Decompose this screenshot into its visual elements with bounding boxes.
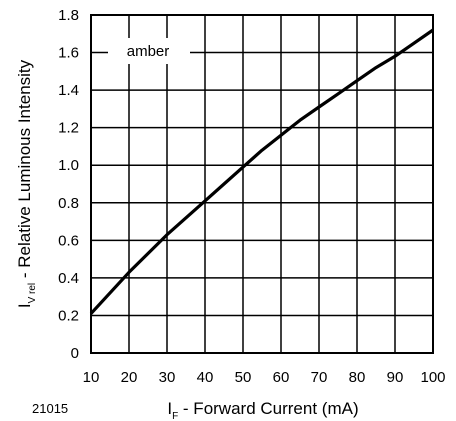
x-axis-label-text: - Forward Current (mA) bbox=[178, 399, 358, 418]
x-axis-label-symbol: I bbox=[167, 399, 172, 418]
y-tick-labels: 0 0.2 0.4 0.6 0.8 1.0 1.2 1.4 1.6 1.8 bbox=[58, 7, 79, 362]
x-tick-label: 10 bbox=[83, 369, 100, 386]
y-axis-label: IV rel - Relative Luminous Intensity bbox=[15, 59, 38, 308]
y-tick-label: 0.8 bbox=[58, 195, 79, 212]
y-tick-label: 1.2 bbox=[58, 120, 79, 137]
x-tick-label: 70 bbox=[311, 369, 328, 386]
x-tick-label: 40 bbox=[197, 369, 214, 386]
x-tick-label: 90 bbox=[387, 369, 404, 386]
y-tick-label: 1.0 bbox=[58, 157, 79, 174]
grid bbox=[91, 15, 433, 353]
y-tick-label: 0.2 bbox=[58, 307, 79, 324]
x-tick-label: 80 bbox=[349, 369, 366, 386]
y-tick-label: 0.4 bbox=[58, 270, 79, 287]
y-tick-label: 1.4 bbox=[58, 82, 79, 99]
y-tick-label: 1.6 bbox=[58, 45, 79, 62]
annotation-background bbox=[108, 38, 190, 64]
annotation-layer: amber bbox=[108, 38, 190, 64]
x-tick-labels: 10 20 30 40 50 60 70 80 90 100 bbox=[83, 369, 446, 386]
x-tick-label: 20 bbox=[121, 369, 138, 386]
y-tick-label: 0 bbox=[71, 345, 79, 362]
figure-id: 21015 bbox=[32, 401, 68, 416]
y-axis-label-text: - Relative Luminous Intensity bbox=[15, 59, 34, 282]
y-axis-label-symbol: I bbox=[15, 303, 34, 308]
x-tick-label: 50 bbox=[235, 369, 252, 386]
y-tick-label: 1.8 bbox=[58, 7, 79, 24]
curve-layer bbox=[89, 28, 434, 315]
x-tick-label: 100 bbox=[420, 369, 445, 386]
x-axis-label-subscript: F bbox=[172, 411, 178, 421]
y-tick-label: 0.6 bbox=[58, 232, 79, 249]
series-line-0 bbox=[89, 28, 434, 315]
plot-frame bbox=[90, 14, 434, 354]
x-axis-label: IF - Forward Current (mA) bbox=[167, 399, 358, 421]
series-annotation: amber bbox=[127, 43, 170, 60]
x-tick-label: 60 bbox=[273, 369, 290, 386]
y-axis-label-subscript: V rel bbox=[27, 283, 38, 304]
x-tick-label: 30 bbox=[159, 369, 176, 386]
